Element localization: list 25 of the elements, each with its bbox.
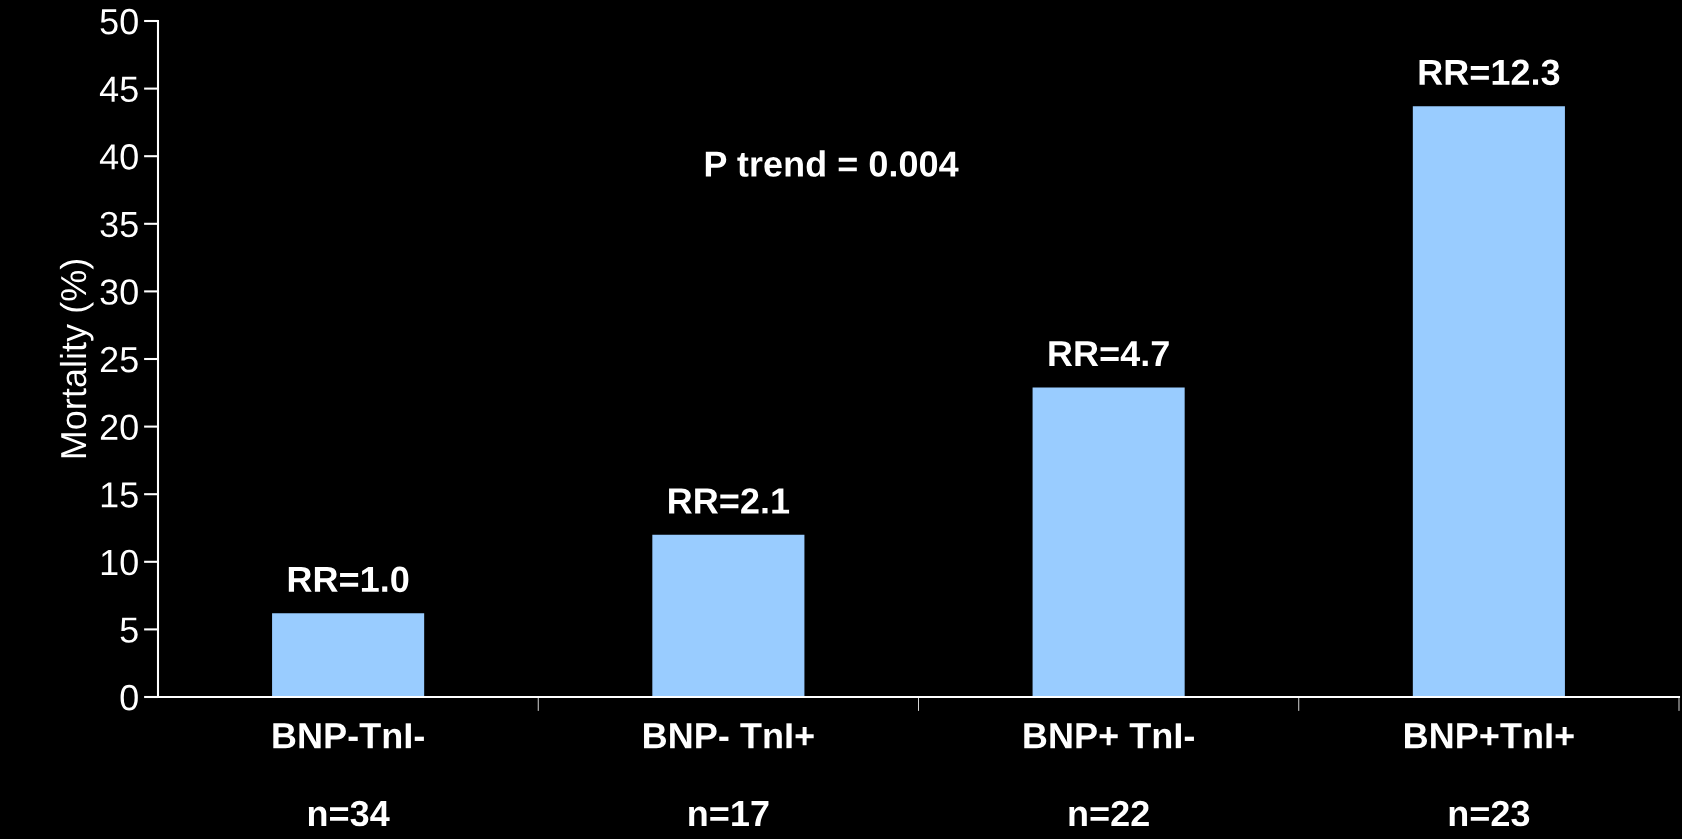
category-label: BNP+TnI+ n=23 <box>1405 723 1574 827</box>
y-tick-label: 30 <box>100 279 138 305</box>
y-tick-label: 40 <box>99 144 138 170</box>
category-label: BNP- TnI+ n=17 <box>644 723 814 826</box>
annotation: RR=2.1 <box>669 488 790 514</box>
category-label: BNP+ TnI- n=22 <box>1024 723 1194 826</box>
annotation: RR=1.0 <box>288 566 409 593</box>
y-tick-label: 10 <box>101 549 138 576</box>
y-tick-label: 5 <box>120 617 138 643</box>
y-axis-title: Mortality (%) <box>59 259 94 458</box>
bar <box>1412 106 1565 697</box>
y-tick-label: 45 <box>99 76 138 103</box>
category-label: BNP-TnI- n=34 <box>273 723 424 827</box>
annotation: RR=12.3 <box>1419 59 1560 86</box>
y-tick-label: 0 <box>120 684 138 711</box>
y-tick-label: 20 <box>100 414 138 441</box>
y-tick-label: 15 <box>101 482 138 508</box>
bar <box>1032 387 1185 697</box>
bar <box>272 613 425 697</box>
y-tick-label: 35 <box>100 211 138 238</box>
annotation: P trend = 0.004 <box>705 150 959 177</box>
y-tick-label: 25 <box>100 346 138 373</box>
y-tick-label: 50 <box>100 8 138 35</box>
annotation: RR=4.7 <box>1049 341 1169 367</box>
bar <box>652 534 805 697</box>
